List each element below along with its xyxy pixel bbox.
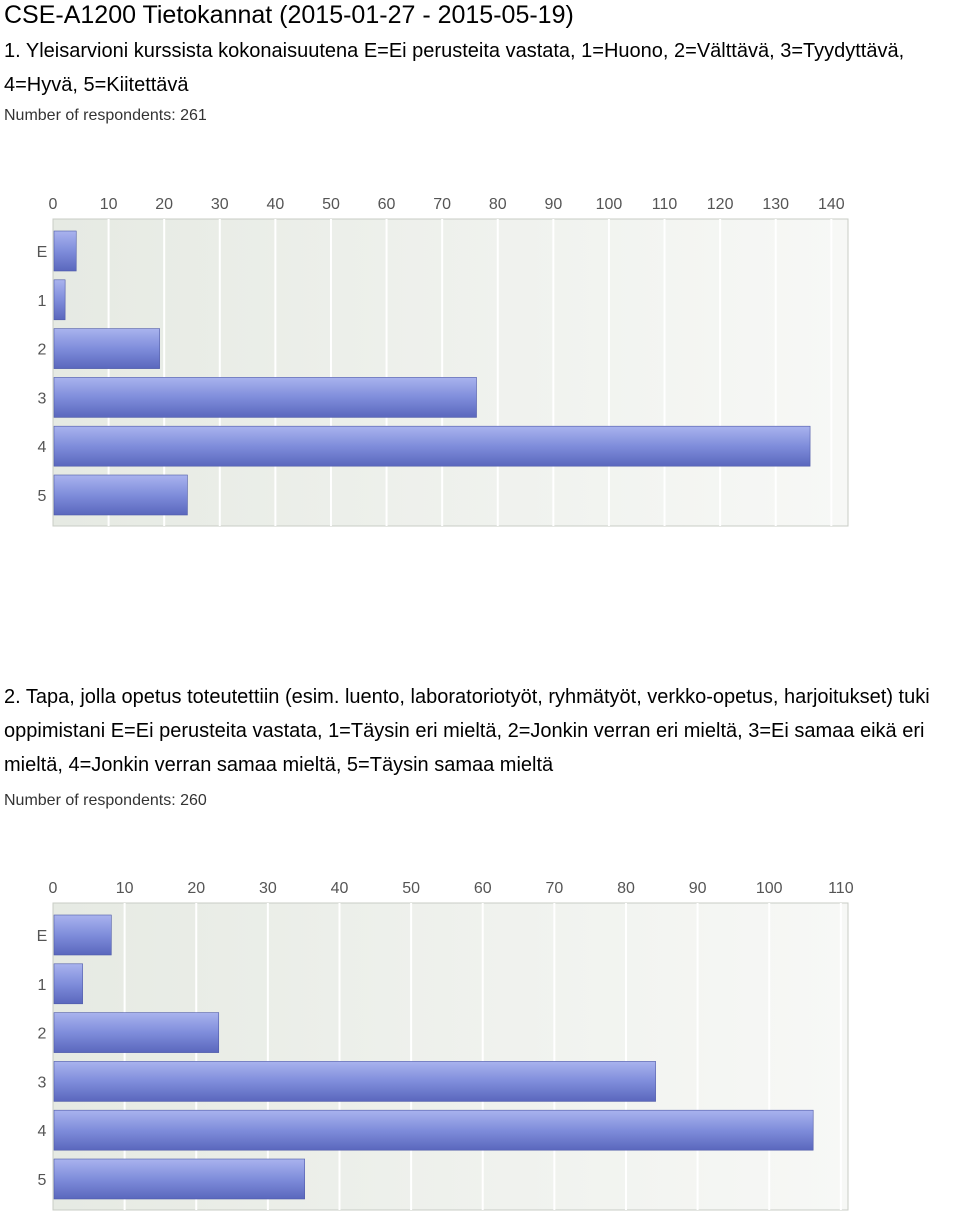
bar-E bbox=[53, 230, 77, 272]
category-label: E bbox=[37, 928, 48, 945]
bar-1 bbox=[53, 963, 83, 1005]
category-label: 2 bbox=[38, 1026, 47, 1043]
x-tick-label: 110 bbox=[828, 880, 854, 897]
x-tick-label: 100 bbox=[756, 880, 783, 897]
x-tick-label: 40 bbox=[331, 880, 349, 897]
x-tick-label: 100 bbox=[596, 196, 623, 213]
x-tick-label: 140 bbox=[818, 196, 845, 213]
x-tick-label: 50 bbox=[402, 880, 420, 897]
x-tick-label: 90 bbox=[544, 196, 562, 213]
question-1-chart: 0 10 20 30 40 50 60 70 80 90 100 110 120 130 140 E 1 2 3 4 5 bbox=[37, 196, 849, 527]
x-tick-label: 120 bbox=[707, 196, 734, 213]
bar-3 bbox=[53, 1061, 656, 1102]
x-tick-label: 60 bbox=[378, 196, 396, 213]
x-tick-label: 110 bbox=[652, 196, 678, 213]
bar-5 bbox=[53, 1158, 305, 1200]
bar-4 bbox=[53, 425, 811, 467]
bar-1 bbox=[53, 279, 66, 321]
category-label: 1 bbox=[38, 293, 47, 310]
x-tick-label: 20 bbox=[187, 880, 205, 897]
x-tick-label: 80 bbox=[617, 880, 635, 897]
question-2-text: 2. Tapa, jolla opetus toteutettiin (esim… bbox=[4, 686, 930, 776]
question-2-respondents: Number of respondents: 260 bbox=[4, 792, 207, 809]
category-label: 4 bbox=[38, 1123, 47, 1140]
x-tick-label: 70 bbox=[433, 196, 451, 213]
category-label: 5 bbox=[38, 488, 47, 505]
bar-E bbox=[53, 914, 112, 956]
page-title: CSE-A1200 Tietokannat (2015-01-27 - 2015… bbox=[4, 1, 574, 29]
x-tick-label: 20 bbox=[155, 196, 173, 213]
x-tick-label: 90 bbox=[689, 880, 707, 897]
category-label: 4 bbox=[38, 439, 47, 456]
category-label: 3 bbox=[38, 1074, 47, 1091]
x-tick-label: 30 bbox=[259, 880, 277, 897]
x-tick-label: 0 bbox=[49, 196, 58, 213]
x-tick-label: 80 bbox=[489, 196, 507, 213]
bar-2 bbox=[53, 328, 160, 369]
category-label: 1 bbox=[38, 977, 47, 994]
x-tick-label: 130 bbox=[762, 196, 789, 213]
bar-4 bbox=[53, 1109, 814, 1151]
x-tick-label: 40 bbox=[266, 196, 284, 213]
x-tick-label: 10 bbox=[116, 880, 134, 897]
x-tick-label: 30 bbox=[211, 196, 229, 213]
question-1-respondents: Number of respondents: 261 bbox=[4, 107, 207, 124]
bar-2 bbox=[53, 1012, 220, 1053]
x-tick-label: 60 bbox=[474, 880, 492, 897]
category-label: 5 bbox=[38, 1172, 47, 1189]
bar-5 bbox=[53, 474, 188, 516]
category-label: 2 bbox=[38, 342, 47, 359]
x-tick-label: 0 bbox=[49, 880, 58, 897]
x-tick-label: 70 bbox=[545, 880, 563, 897]
x-tick-label: 50 bbox=[322, 196, 340, 213]
bar-3 bbox=[53, 377, 477, 418]
question-1-text: 1. Yleisarvioni kurssista kokonaisuutena… bbox=[4, 40, 905, 96]
category-label: E bbox=[37, 244, 48, 261]
x-tick-label: 10 bbox=[100, 196, 118, 213]
category-label: 3 bbox=[38, 390, 47, 407]
